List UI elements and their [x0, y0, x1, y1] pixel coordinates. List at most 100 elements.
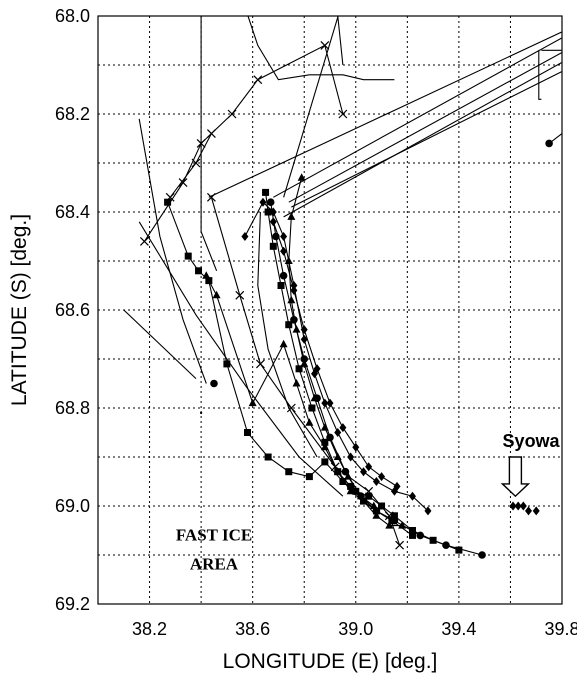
syowa-arrow: [500, 456, 531, 498]
diamond-marker: [424, 506, 432, 516]
cross-marker: [395, 540, 405, 550]
circle-marker: [372, 507, 381, 515]
diamond-marker: [378, 472, 386, 482]
square-marker: [223, 360, 231, 368]
circle-marker: [478, 551, 486, 559]
circle-marker: [300, 355, 309, 363]
square-marker: [321, 438, 329, 446]
square-marker: [321, 458, 329, 466]
y-tick-label: 68.4: [55, 202, 90, 222]
square-marker: [264, 208, 272, 216]
square-marker: [295, 365, 303, 373]
diamond-marker: [347, 452, 355, 462]
cross-marker: [338, 109, 348, 119]
triangle-marker: [305, 418, 314, 426]
drift-tracks: [123, 16, 562, 556]
y-tick-label: 68.6: [55, 300, 90, 320]
cross-marker: [364, 486, 374, 496]
track-line: [265, 192, 413, 536]
square-marker: [390, 512, 398, 520]
diamond-marker: [269, 217, 277, 227]
square-marker: [408, 531, 416, 539]
diamond-marker: [241, 232, 249, 241]
diamond-marker: [326, 398, 334, 408]
fast-ice-label: AREA: [190, 555, 239, 574]
circle-marker: [326, 433, 334, 442]
cross-marker: [320, 40, 330, 50]
track-line: [538, 50, 542, 100]
cross-marker: [255, 359, 265, 369]
cross-marker: [139, 236, 149, 246]
triangle-marker: [287, 295, 296, 304]
y-tick-label: 69.2: [55, 594, 90, 614]
diamond-marker: [408, 491, 416, 501]
grid: [98, 16, 562, 604]
square-marker: [285, 468, 293, 476]
circle-marker: [266, 198, 275, 206]
cross-marker: [165, 192, 175, 202]
square-marker: [305, 473, 313, 481]
diamond-marker: [321, 398, 329, 408]
diamond-marker: [300, 334, 308, 344]
dot-marker: [199, 411, 203, 415]
track-line: [283, 61, 562, 218]
square-marker: [378, 502, 386, 510]
circle-marker: [210, 379, 218, 388]
fast-ice-label: FAST ICE: [176, 525, 252, 544]
circle-marker: [272, 232, 280, 241]
x-tick-label: 39.4: [441, 619, 476, 639]
diamond-marker: [280, 232, 288, 241]
circle-marker: [357, 492, 365, 501]
cross-marker: [286, 403, 296, 413]
triangle-marker: [359, 496, 368, 505]
track-line: [291, 70, 562, 208]
diamond-marker: [514, 501, 522, 511]
square-marker: [455, 546, 463, 554]
square-marker: [244, 429, 252, 436]
cross-marker: [384, 511, 394, 521]
square-marker: [285, 321, 293, 329]
square-marker: [365, 492, 373, 500]
diamond-marker: [352, 442, 360, 452]
circle-marker: [341, 467, 350, 476]
diamond-marker: [393, 481, 401, 491]
y-tick-label: 68.8: [55, 398, 90, 418]
cross-marker: [253, 75, 263, 85]
cross-marker: [235, 290, 245, 300]
square-marker: [339, 478, 347, 485]
diamond-marker: [360, 467, 368, 477]
diamond-marker: [334, 428, 342, 437]
triangle-marker: [369, 501, 378, 509]
diamond-marker: [290, 281, 298, 290]
x-tick-label: 38.6: [235, 619, 270, 639]
track-line: [205, 275, 403, 527]
square-marker: [184, 252, 192, 260]
triangle-marker: [333, 467, 342, 475]
x-tick-label: 39.8: [544, 619, 577, 639]
triangle-marker: [398, 521, 407, 529]
diamond-marker: [259, 197, 267, 207]
triangle-marker: [320, 423, 329, 431]
cross-marker: [206, 192, 216, 202]
triangle-marker: [284, 256, 293, 264]
cross-marker: [227, 109, 237, 119]
square-marker: [347, 482, 355, 490]
diamond-marker: [372, 477, 380, 486]
cross-marker: [206, 129, 216, 139]
square-marker: [195, 267, 203, 275]
circle-marker: [442, 541, 450, 549]
track-line: [257, 211, 318, 458]
track-line: [283, 16, 339, 198]
track-line: [273, 37, 562, 198]
triangle-marker: [212, 290, 221, 299]
circle-marker: [279, 271, 288, 280]
diamond-marker: [339, 423, 347, 433]
square-marker: [264, 453, 272, 461]
diamond-marker: [290, 285, 298, 295]
diamond-marker: [532, 506, 540, 516]
track-markers: [139, 40, 553, 559]
track-line: [337, 16, 344, 66]
triangle-marker: [385, 521, 394, 529]
square-marker: [269, 242, 277, 250]
track-line: [247, 16, 395, 81]
